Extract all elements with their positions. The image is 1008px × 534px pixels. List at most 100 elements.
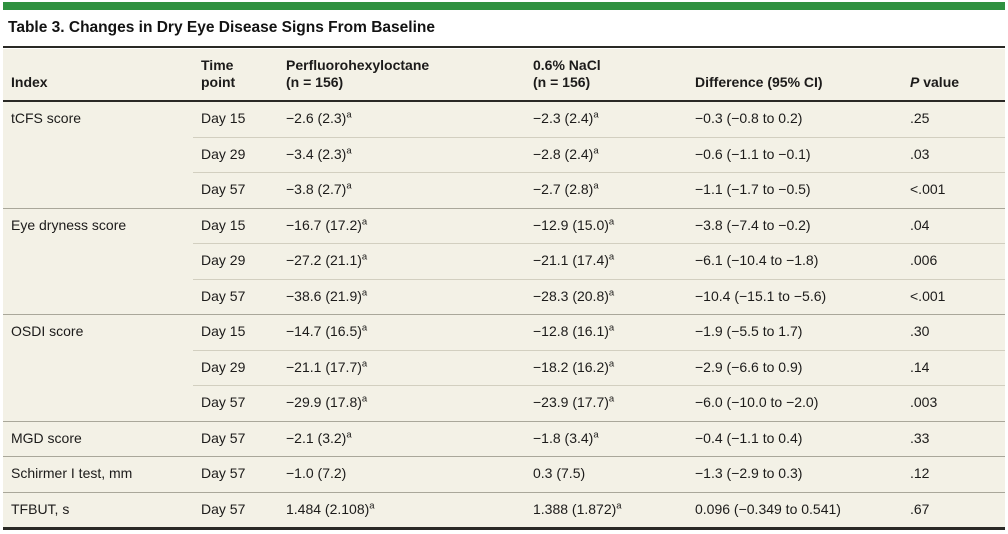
table-row: Day 29 −27.2 (21.1)a −21.1 (17.4)a −6.1 (−1… [3, 243, 1005, 280]
footnote-marker: a [616, 500, 622, 511]
footnote-marker: a [361, 287, 368, 298]
p-value-cell: .30 [902, 314, 1005, 351]
control-value-cell: −2.7 (2.8)a [525, 172, 687, 209]
difference-cell: −0.6 (−1.1 to −0.1) [687, 136, 902, 173]
footnote-marker: a [361, 393, 368, 405]
time-point-cell: Day 29 [193, 349, 278, 386]
time-point-cell: Day 57 [193, 491, 278, 529]
drug-value-cell: −1.0 (7.2) [278, 456, 525, 493]
difference-cell: −1.9 (−5.5 to 1.7) [687, 314, 902, 351]
index-cell: TFBUT, s [3, 491, 193, 529]
footnote-marker: a [346, 109, 352, 121]
table-row: Day 29 −21.1 (17.7)a −18.2 (16.2)a −2.9 (−6… [3, 349, 1005, 386]
table-body: tCFS score Day 15 −2.6 (2.3)a −2.3 (2.4)a −0… [3, 100, 1005, 529]
column-header-time: Time point [193, 49, 278, 103]
footnote-marker: a [361, 251, 368, 263]
footnote-marker: a [608, 287, 615, 298]
header-row: Index Time point Perfluorohexyloctane (n = 1… [3, 49, 1005, 103]
drug-value-cell: −3.8 (2.7)a [278, 172, 525, 209]
column-header-index: Index [3, 49, 193, 103]
index-cell: OSDI score [3, 314, 193, 422]
difference-cell: −0.4 (−1.1 to 0.4) [687, 420, 902, 457]
control-value-cell: −1.8 (3.4)a [525, 420, 687, 457]
footnote-marker: a [608, 393, 615, 405]
footnote-marker: a [593, 429, 599, 440]
difference-cell: −3.8 (−7.4 to −0.2) [687, 207, 902, 244]
control-value-cell: −23.9 (17.7)a [525, 385, 687, 422]
p-value-cell: <.001 [902, 278, 1005, 315]
p-value-cell: .006 [902, 243, 1005, 280]
table-row: Schirmer I test, mm Day 57 −1.0 (7.2) 0.3 (… [3, 456, 1005, 493]
table-row: Day 57 −29.9 (17.8)a −23.9 (17.7)a −6.0 (−1… [3, 385, 1005, 422]
p-value-cell: .25 [902, 100, 1005, 138]
footnote-marker: a [346, 180, 352, 192]
footnote-marker: a [361, 216, 368, 227]
time-point-cell: Day 57 [193, 172, 278, 209]
index-cell: Schirmer I test, mm [3, 456, 193, 493]
table-row: MGD score Day 57 −2.1 (3.2)a −1.8 (3.4)a −0.… [3, 420, 1005, 457]
footnote-marker: a [361, 358, 368, 369]
drug-value-cell: 1.484 (2.108)a [278, 491, 525, 529]
footnote-marker: a [369, 500, 375, 511]
time-point-cell: Day 15 [193, 314, 278, 351]
p-value-cell: .67 [902, 491, 1005, 529]
control-value-cell: −2.3 (2.4)a [525, 100, 687, 138]
drug-value-cell: −38.6 (21.9)a [278, 278, 525, 315]
table-row: tCFS score Day 15 −2.6 (2.3)a −2.3 (2.4)a −0… [3, 100, 1005, 209]
footnote-marker: a [361, 322, 368, 334]
table-row: Day 29 −3.4 (2.3)a −2.8 (2.4)a −0.6 (−1.1 t… [3, 136, 1005, 173]
difference-cell: −10.4 (−15.1 to −5.6) [687, 278, 902, 315]
difference-cell: 0.096 (−0.349 to 0.541) [687, 491, 902, 529]
column-header-pvalue: P value [902, 49, 1005, 103]
control-value-cell: −28.3 (20.8)a [525, 278, 687, 315]
p-value-cell: .14 [902, 349, 1005, 386]
control-value-cell: −2.8 (2.4)a [525, 136, 687, 173]
table-row: Eye dryness score Day 15 −16.7 (17.2)a −12.… [3, 207, 1005, 315]
footnote-marker: a [593, 145, 599, 156]
control-value-cell: −21.1 (17.4)a [525, 243, 687, 280]
control-value-cell: 0.3 (7.5) [525, 456, 687, 493]
control-value-cell: −12.9 (15.0)a [525, 207, 687, 244]
footnote-marker: a [346, 145, 352, 156]
drug-value-cell: −16.7 (17.2)a [278, 207, 525, 244]
time-point-cell: Day 57 [193, 420, 278, 457]
control-value-cell: −18.2 (16.2)a [525, 349, 687, 386]
footnote-marker: a [608, 322, 615, 334]
difference-cell: −1.1 (−1.7 to −0.5) [687, 172, 902, 209]
accent-bar [3, 2, 1005, 10]
table-title: Table 3. Changes in Dry Eye Disease Sign… [3, 10, 1005, 48]
p-value-cell: .33 [902, 420, 1005, 457]
drug-value-cell: −27.2 (21.1)a [278, 243, 525, 280]
p-value-cell: .04 [902, 207, 1005, 244]
time-point-cell: Day 57 [193, 385, 278, 422]
footnote-marker: a [593, 180, 599, 192]
table-row: OSDI score Day 15 −14.7 (16.5)a −12.8 (16.1… [3, 314, 1005, 422]
footnote-marker: a [608, 216, 615, 227]
difference-cell: −6.1 (−10.4 to −1.8) [687, 243, 902, 280]
p-value-cell: <.001 [902, 172, 1005, 209]
footnote-marker: a [593, 109, 599, 121]
index-cell: tCFS score [3, 100, 193, 209]
index-cell: Eye dryness score [3, 207, 193, 315]
index-cell: MGD score [3, 420, 193, 457]
time-point-cell: Day 29 [193, 136, 278, 173]
difference-cell: −1.3 (−2.9 to 0.3) [687, 456, 902, 493]
time-point-cell: Day 15 [193, 100, 278, 138]
time-point-cell: Day 29 [193, 243, 278, 280]
difference-cell: −0.3 (−0.8 to 0.2) [687, 100, 902, 138]
p-value-cell: .12 [902, 456, 1005, 493]
table-row: Day 57 −3.8 (2.7)a −2.7 (2.8)a −1.1 (−1.7 t… [3, 172, 1005, 209]
data-table: Index Time point Perfluorohexyloctane (n = 1… [3, 49, 1005, 531]
footnote-marker: a [608, 251, 615, 263]
footnote-marker: a [346, 429, 352, 440]
time-point-cell: Day 57 [193, 456, 278, 493]
p-value-cell: .003 [902, 385, 1005, 422]
control-value-cell: 1.388 (1.872)a [525, 491, 687, 529]
drug-value-cell: −29.9 (17.8)a [278, 385, 525, 422]
difference-cell: −2.9 (−6.6 to 0.9) [687, 349, 902, 386]
column-header-difference: Difference (95% CI) [687, 49, 902, 103]
time-point-cell: Day 57 [193, 278, 278, 315]
table-row: Day 57 −38.6 (21.9)a −28.3 (20.8)a −10.4 (−… [3, 278, 1005, 315]
drug-value-cell: −3.4 (2.3)a [278, 136, 525, 173]
